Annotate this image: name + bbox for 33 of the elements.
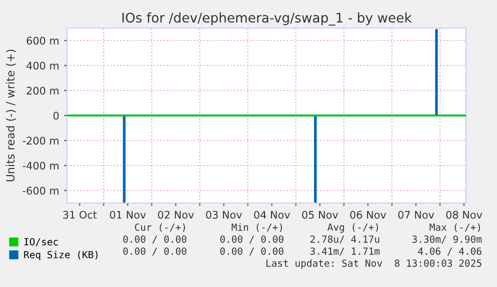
text: Avg (-/+) [328,223,378,233]
text: 3.41m/ 1.71m [310,247,380,256]
text: Max (-/+) [430,223,480,232]
text: Cur (-/+) [134,223,185,232]
x-tick-label: 07 Nov [398,210,434,219]
x-tick-label: 08 Nov [446,210,482,219]
text: 0.00 / 0.00 [220,235,284,244]
text: 4.06 / 4.06 [418,247,482,256]
chart-title: IOs for /dev/ephemera-vg/swap_1 - by week [122,12,412,26]
y-tick-label: 600 m [26,36,58,45]
legend-label: IO/sec [24,238,58,246]
text: Last update: Sat Nov 8 13:00:03 2025 [266,259,482,269]
x-tick-label: 01 Nov [110,210,146,219]
y-tick-label: 0 [53,112,59,120]
text: 0.00 / 0.00 [123,235,186,244]
x-tick-label: 05 Nov [302,210,338,219]
y-tick-label: -200 m [22,136,58,145]
y-tick-label: -400 m [22,162,58,170]
x-tick-label: 03 Nov [206,210,242,219]
x-tick-label: 06 Nov [350,210,386,219]
legend-label: Req Size (KB) [24,250,98,260]
y-axis-title: Units read (-) / write (+) [6,50,16,182]
text: 0.00 / 0.00 [123,247,186,256]
y-tick-label: 200 m [26,86,58,95]
text: 2.78u/ 4.17u [310,235,380,244]
x-tick-label: 02 Nov [158,210,194,219]
y-tick-label: -600 m [22,186,58,195]
text: 3.30m/ 9.90m [412,235,482,244]
x-tick-label: 31 Oct [63,210,97,219]
x-tick-label: 04 Nov [254,210,290,219]
y-tick-label: 400 m [26,62,58,70]
text: 0.00 / 0.00 [220,247,284,256]
text: Min (-/+) [232,223,282,232]
